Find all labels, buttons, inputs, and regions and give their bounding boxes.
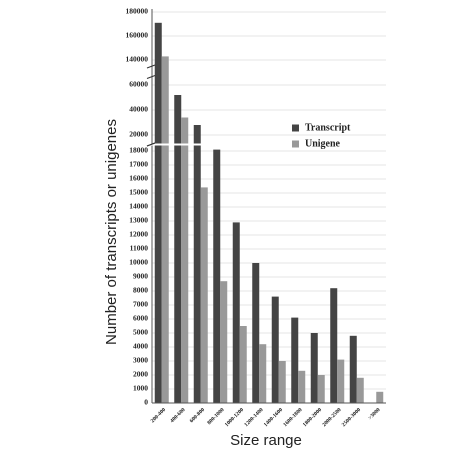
break-mark (146, 142, 156, 147)
legend-swatch (292, 140, 299, 148)
y-tick-label: 16000 (129, 174, 148, 183)
y-tick-label: 0 (144, 398, 148, 407)
y-tick-label: 11000 (130, 244, 149, 253)
y-tick-label: 14000 (129, 202, 148, 211)
y-tick-label: 15000 (129, 188, 148, 197)
y-tick-label: 7000 (133, 300, 148, 309)
bar (278, 361, 286, 403)
y-tick-label: 8000 (133, 286, 148, 295)
bar (232, 222, 240, 403)
x-tick-label: 1600-1800 (282, 407, 303, 428)
y-tick-label: 40000 (129, 105, 148, 114)
bar (376, 391, 384, 403)
y-tick-label: 1000 (133, 384, 148, 393)
bar (213, 149, 221, 403)
y-tick-label: 9000 (133, 272, 148, 281)
x-tick-label: 1400-1600 (263, 407, 284, 428)
bar (310, 333, 318, 403)
bar (154, 22, 162, 404)
bar (193, 125, 201, 403)
y-tick-label: 4000 (133, 342, 148, 351)
break-mark (146, 64, 156, 69)
x-tick-label: >3000 (367, 407, 381, 421)
bar (291, 317, 299, 403)
y-tick-label: 10000 (129, 258, 148, 267)
bar (349, 335, 357, 403)
x-tick-label: 2000-2500 (321, 407, 342, 428)
y-tick-label: 60000 (129, 80, 148, 89)
x-tick-label: 2500-3000 (341, 407, 362, 428)
bar (259, 344, 267, 403)
x-tick-label: 1200-1400 (243, 407, 264, 428)
bar (181, 117, 189, 403)
x-tick-label: 1000-1200 (224, 407, 245, 428)
bar (356, 377, 364, 403)
y-tick-label: 12000 (129, 230, 148, 239)
y-tick-label: 140000 (126, 55, 149, 64)
axis-break (146, 143, 386, 146)
bar (271, 296, 279, 403)
y-axis-title: Number of transcripts or unigenes (103, 119, 120, 345)
x-tick-label: 800-1000 (206, 407, 225, 426)
bar (239, 326, 247, 403)
bar (220, 281, 228, 403)
bar (200, 187, 208, 403)
x-axis-title: Size range (230, 432, 302, 449)
legend-label: Transcript (305, 122, 351, 133)
bar (174, 95, 182, 403)
bar (252, 263, 260, 403)
y-tick-label: 6000 (133, 314, 148, 323)
y-tick-label: 3000 (133, 356, 148, 365)
bar (298, 370, 306, 403)
x-tick-label: 600-800 (189, 407, 206, 424)
y-tick-label: 180000 (126, 7, 149, 16)
y-tick-label: 18000 (129, 146, 148, 155)
y-tick-label: 20000 (129, 130, 148, 139)
bar (330, 288, 338, 403)
x-tick-label: 400-600 (169, 407, 186, 424)
legend-label: Unigene (305, 138, 341, 149)
y-tick-label: 5000 (133, 328, 148, 337)
break-mark (146, 75, 156, 79)
x-tick-label: 1800-2000 (302, 407, 323, 428)
bar (161, 56, 169, 404)
y-tick-label: 160000 (126, 31, 149, 40)
y-tick-label: 2000 (133, 370, 148, 379)
bar (337, 359, 345, 403)
y-tick-label: 13000 (129, 216, 148, 225)
bar (317, 375, 325, 403)
x-tick-label: 200-400 (150, 407, 167, 424)
y-tick-label: 17000 (129, 160, 148, 169)
legend-swatch (292, 124, 299, 132)
